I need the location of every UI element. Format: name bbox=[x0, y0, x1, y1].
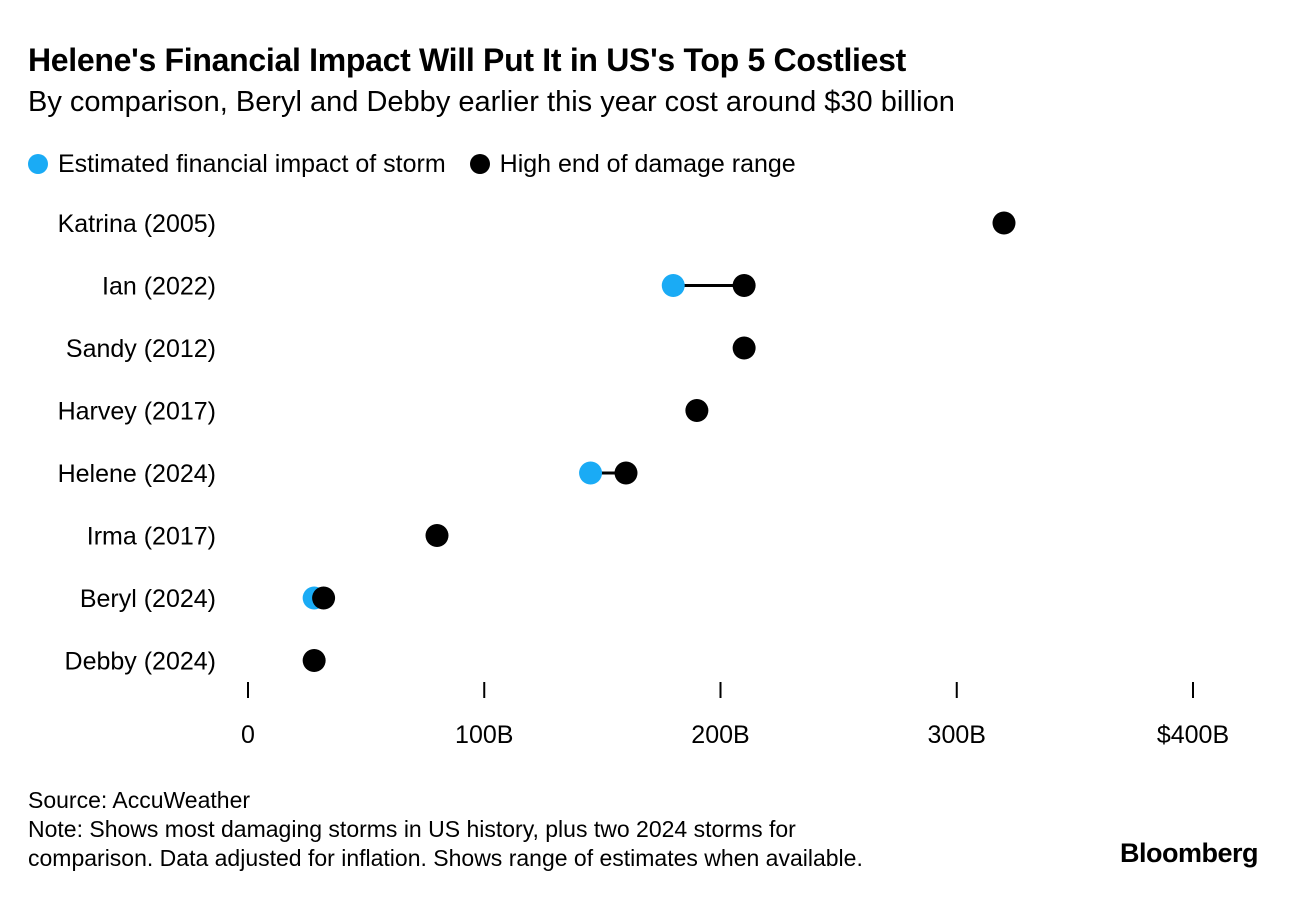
estimate-point-helene-2024 bbox=[579, 461, 603, 485]
dumbbell-chart: Katrina (2005) Ian (2022) Sandy (2012) Harv… bbox=[58, 210, 1230, 749]
chart-title: Helene's Financial Impact Will Put It in… bbox=[28, 42, 906, 78]
legend-item-estimate: Estimated financial impact of storm bbox=[28, 150, 446, 179]
category-label-helene-2024: Helene (2024) bbox=[58, 460, 216, 488]
legend-label-high-end: High end of damage range bbox=[499, 149, 796, 178]
category-label-katrina-2005: Katrina (2005) bbox=[58, 210, 216, 238]
category-label-irma-2017: Irma (2017) bbox=[87, 523, 216, 551]
category-label-sandy-2012: Sandy (2012) bbox=[66, 335, 216, 363]
footer: Source: AccuWeather Note: Shows most dam… bbox=[28, 786, 863, 873]
x-tick-label-300: 300B bbox=[928, 721, 986, 749]
category-label-harvey-2017: Harvey (2017) bbox=[58, 398, 216, 426]
high-end-point-debby-2024 bbox=[302, 649, 326, 672]
legend-swatch-high-end bbox=[469, 154, 490, 174]
high-end-point-ian-2022 bbox=[732, 274, 756, 297]
legend: Estimated financial impact of storm High… bbox=[28, 148, 820, 180]
high-end-point-katrina-2005 bbox=[992, 211, 1016, 235]
category-label-beryl-2024: Beryl (2024) bbox=[80, 585, 216, 613]
high-end-point-sandy-2012 bbox=[732, 336, 756, 360]
bloomberg-logo: Bloomberg bbox=[1119, 838, 1259, 868]
x-tick-label-400: $400B bbox=[1157, 721, 1229, 749]
high-end-point-beryl-2024 bbox=[312, 586, 336, 610]
legend-item-high-end: High end of damage range bbox=[469, 149, 796, 179]
x-tick-label-200: 200B bbox=[691, 721, 749, 749]
category-label-debby-2024: Debby (2024) bbox=[65, 648, 216, 676]
source-note: Source: AccuWeather bbox=[28, 787, 251, 813]
note-line-2: comparison. Data adjusted for inflation.… bbox=[28, 845, 863, 871]
chart-subtitle: By comparison, Beryl and Debby earlier t… bbox=[28, 86, 955, 118]
x-tick-label-100: 100B bbox=[455, 721, 513, 749]
estimate-point-ian-2022 bbox=[661, 274, 685, 297]
high-end-point-harvey-2017 bbox=[685, 399, 709, 422]
legend-swatch-estimate bbox=[28, 154, 48, 174]
note-line-1: Note: Shows most damaging storms in US h… bbox=[28, 816, 796, 842]
high-end-point-irma-2017 bbox=[425, 524, 449, 547]
legend-label-estimate: Estimated financial impact of storm bbox=[58, 149, 446, 178]
x-tick-label-0: 0 bbox=[241, 721, 255, 749]
category-label-ian-2022: Ian (2022) bbox=[102, 273, 216, 301]
high-end-point-helene-2024 bbox=[614, 461, 638, 485]
